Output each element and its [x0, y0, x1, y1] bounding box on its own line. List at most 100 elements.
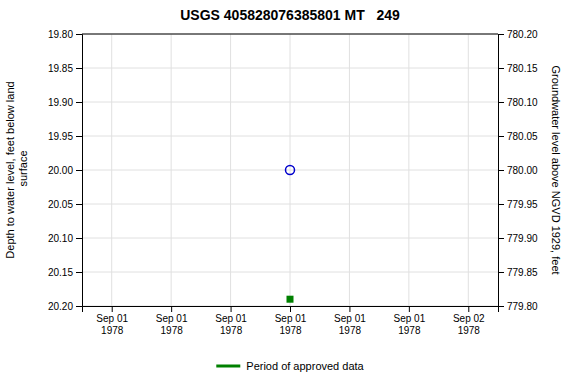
tick: 780.00	[498, 165, 538, 176]
axis-line	[83, 307, 499, 313]
tick-mark	[76, 204, 82, 205]
tick: 20.05	[48, 199, 82, 210]
tick-label: 20.00	[48, 165, 73, 176]
tick-mark	[498, 238, 504, 239]
tick: Sep 011978	[215, 306, 247, 336]
axis-line	[76, 35, 83, 307]
tick: 779.90	[498, 233, 538, 244]
tick-label: 20.10	[48, 233, 73, 244]
tick: 780.05	[498, 131, 538, 142]
tick-mark	[76, 238, 82, 239]
tick-mark	[76, 272, 82, 273]
tick-mark	[468, 306, 469, 312]
tick-label: 19.95	[48, 131, 73, 142]
tick-label: 780.20	[507, 29, 538, 40]
tick-label: 19.90	[48, 97, 73, 108]
tick: 20.15	[48, 267, 82, 278]
point	[286, 166, 295, 175]
tick-label: 20.15	[48, 267, 73, 278]
chart: 19.80 19.85 19.90 19.95 20.00 20.05 20.10 20.15…	[0, 0, 576, 384]
plot: 19.80 19.85 19.90 19.95 20.00 20.05 20.10 20.15…	[4, 29, 562, 336]
tick-label: 780.15	[507, 63, 538, 74]
tick-label: 779.80	[507, 301, 538, 312]
tick-label: 779.95	[507, 199, 538, 210]
x-axis: Sep 011978 Sep 011978 Sep 011978 Sep 011978…	[83, 306, 499, 336]
tick-label: 19.85	[48, 63, 73, 74]
tick: 779.80	[498, 301, 538, 312]
grid	[82, 34, 498, 306]
tick-mark	[498, 204, 504, 205]
legend-item: Period of approved data	[216, 360, 364, 372]
tick-label: 780.05	[507, 131, 538, 142]
legend: Period of approved data	[216, 360, 364, 372]
tick-mark	[498, 102, 504, 103]
tick-mark	[76, 136, 82, 137]
y2-axis: 780.20 780.15 780.10 780.05 780.00 779.95 779.…	[498, 29, 538, 312]
tick: 19.95	[48, 131, 82, 142]
tick-mark	[171, 306, 172, 312]
tick: 780.20	[498, 29, 538, 40]
tick: Sep 011978	[156, 306, 188, 336]
tick-label: 780.10	[507, 97, 538, 108]
axis-line	[499, 35, 505, 307]
grid-line	[82, 34, 498, 35]
tick: 20.20	[48, 301, 82, 312]
grid-line	[230, 34, 231, 306]
legend-label: Period of approved data	[246, 360, 364, 372]
tick: 780.10	[498, 97, 538, 108]
tick: 779.95	[498, 199, 538, 210]
y-axis: 19.80 19.85 19.90 19.95 20.00 20.05 20.10 20.15…	[48, 29, 83, 312]
tick-mark	[76, 68, 82, 69]
title: USGS 405828076385801 MT 249	[180, 7, 400, 23]
grid-line	[290, 34, 291, 306]
tick-mark	[498, 34, 504, 35]
tick-mark	[76, 102, 82, 103]
tick-label: Sep 011978	[96, 313, 128, 336]
grid-line	[349, 34, 350, 306]
marks	[286, 166, 295, 303]
tick-label: Sep 011978	[334, 313, 366, 336]
tick: Sep 021978	[453, 306, 485, 336]
grid-line	[171, 34, 172, 306]
tick-label: 779.85	[507, 267, 538, 278]
tick: 779.85	[498, 267, 538, 278]
tick-label: Sep 011978	[215, 313, 247, 336]
tick-label: Sep 011978	[156, 313, 188, 336]
tick: 19.80	[48, 29, 82, 40]
tick-mark	[349, 306, 350, 312]
tick: Sep 011978	[96, 306, 128, 336]
tick-mark	[290, 306, 291, 312]
tick: 20.10	[48, 233, 82, 244]
point	[287, 296, 294, 303]
tick: Sep 011978	[394, 306, 426, 336]
tick-mark	[498, 272, 504, 273]
tick-mark	[498, 170, 504, 171]
tick: 19.85	[48, 63, 82, 74]
grid-line	[111, 34, 112, 306]
tick-label: 779.90	[507, 233, 538, 244]
grid-line	[468, 34, 469, 306]
tick-mark	[231, 306, 232, 312]
tick-label: 780.00	[507, 165, 538, 176]
tick-label: 19.80	[48, 29, 73, 40]
axis-title: Groundwater level above NGVD 1929, feet	[550, 65, 562, 274]
tick: Sep 011978	[275, 306, 307, 336]
tick-label: 20.20	[48, 301, 73, 312]
tick-mark	[76, 170, 82, 171]
frame	[82, 34, 498, 35]
tick: 780.15	[498, 63, 538, 74]
tick: 19.90	[48, 97, 82, 108]
legend-swatch	[216, 365, 240, 368]
tick-mark	[498, 136, 504, 137]
tick-mark	[498, 68, 504, 69]
tick-label: Sep 011978	[275, 313, 307, 336]
tick-mark	[76, 306, 82, 307]
tick-mark	[409, 306, 410, 312]
tick-mark	[112, 306, 113, 312]
grid-line	[408, 34, 409, 306]
tick-label: Sep 021978	[453, 313, 485, 336]
tick: Sep 011978	[334, 306, 366, 336]
tick-label: 20.05	[48, 199, 73, 210]
tick-label: Sep 011978	[394, 313, 426, 336]
tick: 20.00	[48, 165, 82, 176]
